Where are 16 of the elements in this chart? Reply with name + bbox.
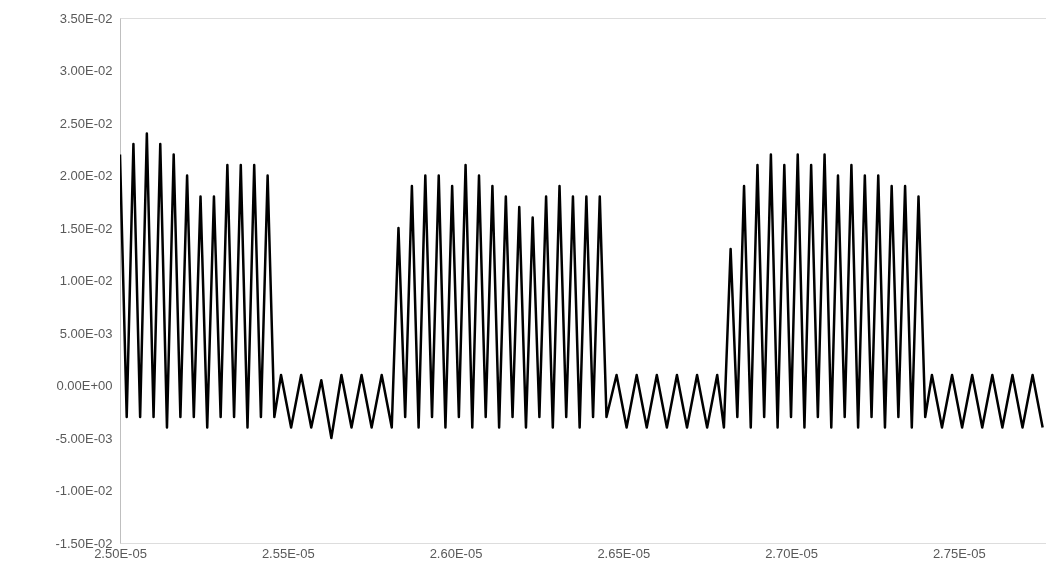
- x-tick-label: 2.65E-05: [597, 545, 651, 561]
- y-tick-label: 2.50E-02: [59, 115, 113, 131]
- y-tick-label: 3.00E-02: [59, 63, 113, 78]
- line-series: [120, 132, 1044, 440]
- x-tick-label: 2.55E-05: [261, 545, 315, 561]
- y-tick-label: 5.00E-03: [59, 325, 113, 341]
- x-tick-label: 2.70E-05: [765, 545, 818, 561]
- y-tick-label: 3.50E-02: [59, 10, 113, 26]
- y-tick-label: 2.00E-02: [59, 168, 113, 183]
- y-tick-label: -1.00E-02: [55, 483, 113, 498]
- x-tick-label: 2.60E-05: [429, 545, 483, 561]
- y-tick-label: -5.00E-03: [55, 430, 113, 446]
- y-tick-label: 0.00E+00: [56, 378, 113, 393]
- y-tick-label: 1.50E-02: [59, 220, 113, 236]
- x-tick-label: 2.75E-05: [932, 545, 986, 561]
- y-tick-label: 1.00E-02: [59, 273, 113, 288]
